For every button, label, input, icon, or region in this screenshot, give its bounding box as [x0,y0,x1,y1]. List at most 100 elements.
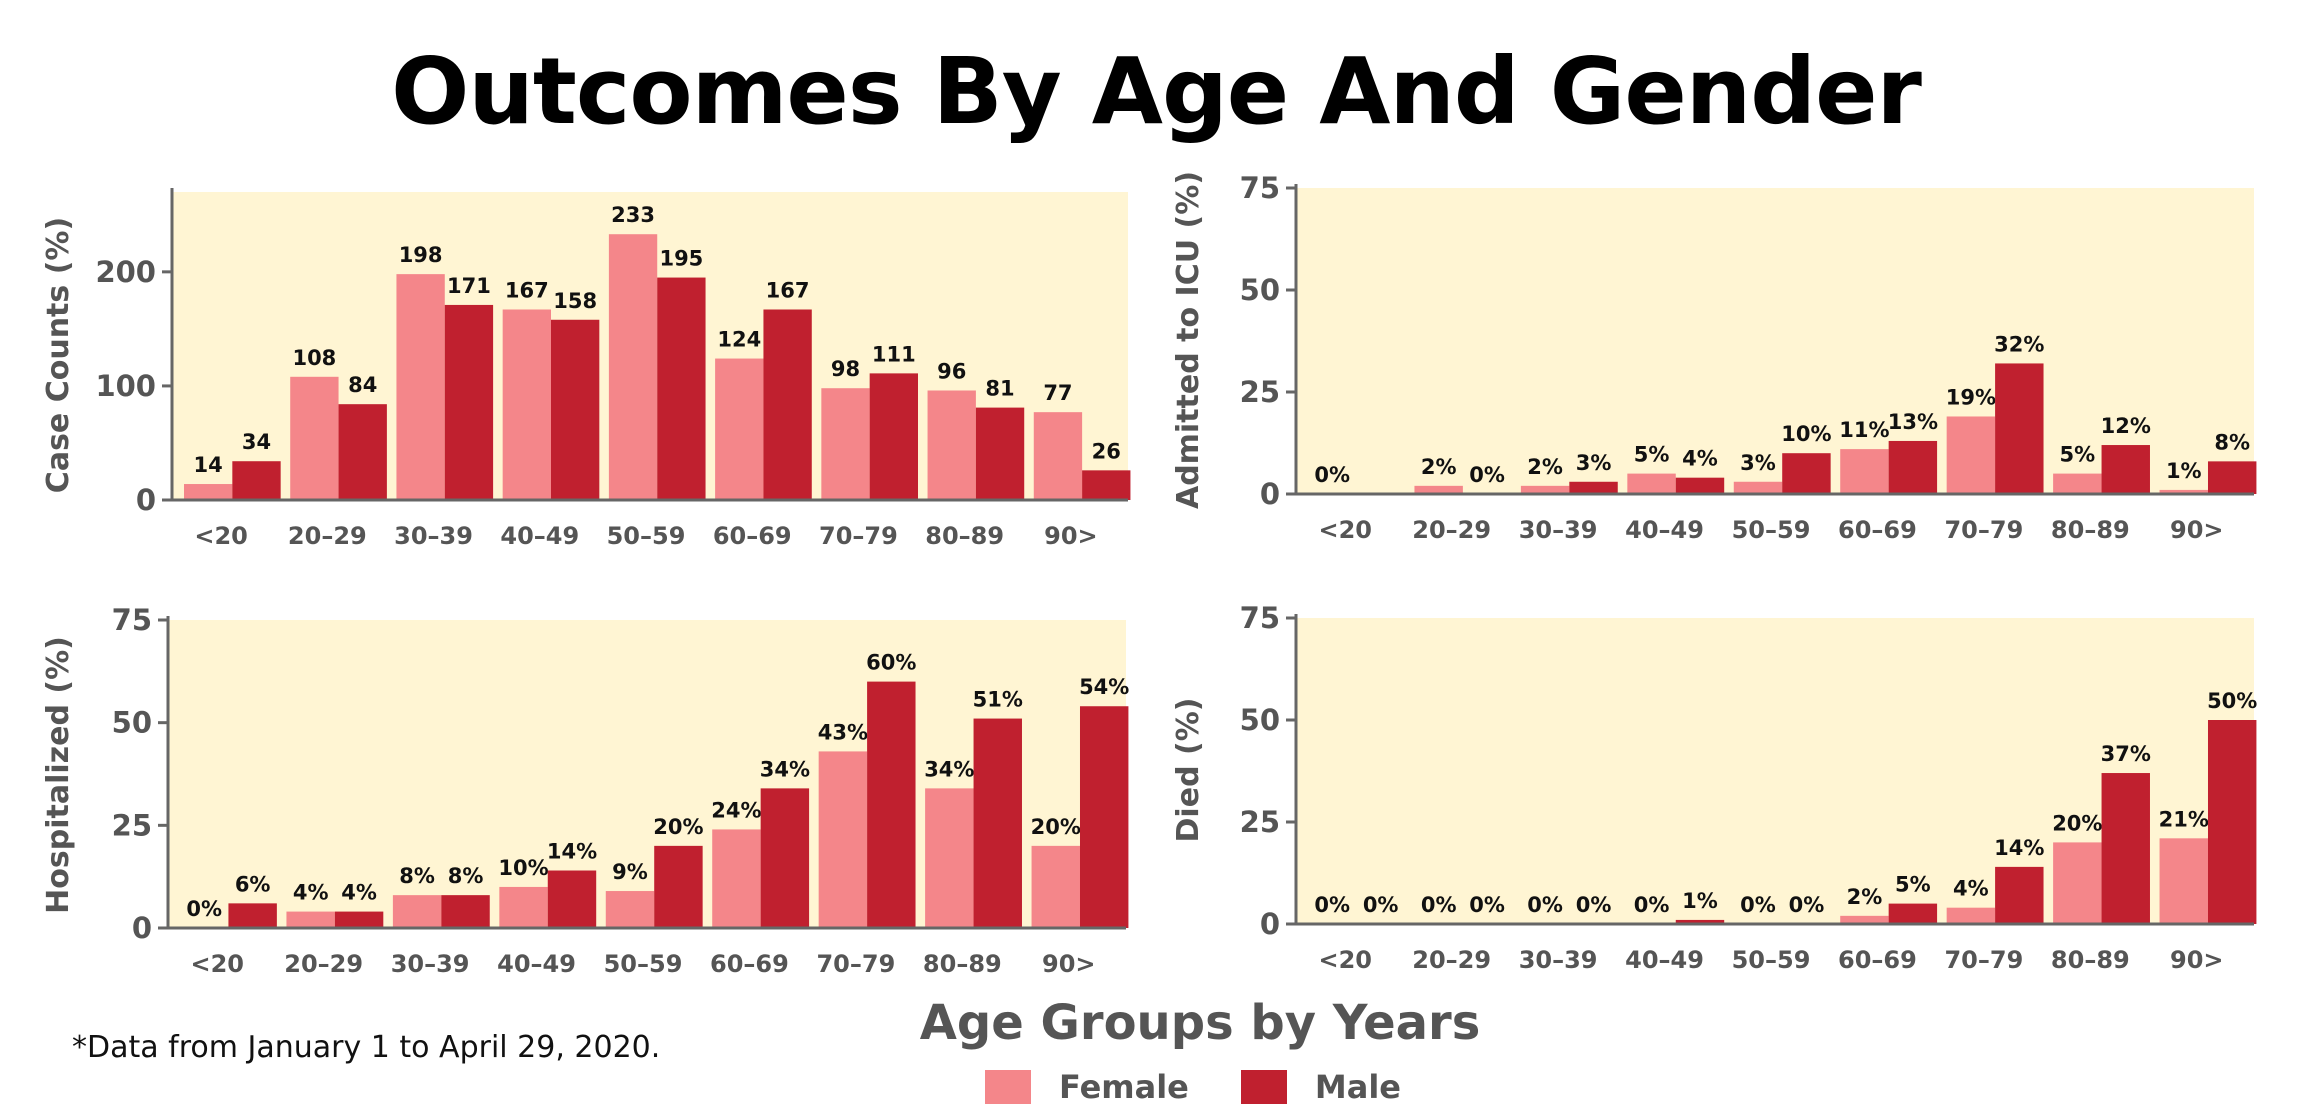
data-label-female-2: 2% [1527,455,1563,479]
bar-male-4 [654,845,703,928]
bar-male-4 [1782,453,1831,494]
bar-male-6 [1995,363,2044,494]
bar-male-7 [2101,773,2150,924]
data-label-male-4: 195 [659,247,703,271]
data-label-male-4: 0% [1789,893,1825,917]
data-label-male-3: 1% [1682,889,1718,913]
data-label-male-6: 14% [1994,836,2044,860]
x-tick-label-8: 90> [1042,950,1096,978]
bar-male-6 [1995,866,2044,924]
data-label-female-1: 108 [292,346,336,370]
x-tick-label-8: 90> [1044,522,1098,550]
bar-female-5 [1840,915,1889,924]
x-tick-label-6: 70–79 [1944,516,2023,544]
page-title: Outcomes By Age And Gender [391,38,1922,145]
data-label-male-3: 4% [1682,447,1718,471]
data-label-female-4: 3% [1740,451,1776,475]
x-tick-label-6: 70–79 [1944,946,2023,974]
bar-female-4 [608,234,658,501]
x-tick-label-0: <20 [1318,516,1372,544]
data-label-male-2: 171 [447,274,491,298]
data-label-female-6: 4% [1953,877,1989,901]
x-tick-label-3: 40–49 [1625,946,1704,974]
y-tick-label-2: 50 [112,706,152,740]
data-label-male-0: 6% [235,872,271,896]
legend-item-male: Male [1240,1068,1401,1106]
bar-male-5 [760,788,810,928]
x-tick-label-7: 80–89 [2051,946,2130,974]
x-tick-label-5: 60–69 [710,950,789,978]
bar-female-3 [499,886,548,928]
data-label-female-2: 0% [1527,893,1563,917]
chart-panel-2: 0%<202% 0%20–292% 3%30–395% 4%40–493%10%50–… [1171,171,2257,544]
bar-female-7 [925,788,974,928]
data-label-female-5: 2% [1847,885,1883,909]
x-tick-label-3: 40–49 [1625,516,1704,544]
data-label-female-0: 0% [186,897,222,921]
bar-female-7 [2053,842,2102,924]
data-label-male-2: 0% [1576,893,1612,917]
legend: Female Male [985,1068,1453,1106]
x-tick-label-2: 30–39 [1519,516,1598,544]
data-label-female-1: 0% [1421,893,1457,917]
bar-female-3 [1627,473,1676,494]
y-tick-label-0: 0 [132,911,152,945]
x-tick-label-6: 70–79 [819,522,898,550]
y-tick-label-0: 0 [1260,477,1280,511]
x-tick-label-1: 20–29 [284,950,363,978]
bar-female-2 [1520,485,1570,494]
bar-female-6 [1946,416,1996,494]
legend-swatch-male [1240,1070,1287,1104]
bar-male-6 [869,373,918,500]
bar-male-4 [657,277,706,500]
bar-male-5 [1888,903,1938,924]
x-tick-label-3: 40–49 [500,522,579,550]
data-label-female-4: 0% [1740,893,1776,917]
bar-female-6 [821,388,870,500]
x-tick-label-7: 80–89 [925,522,1004,550]
data-label-female-1: 4% [293,881,329,905]
data-label-female-6: 43% [818,720,868,744]
bar-female-0 [184,484,233,500]
data-label-male-4: 10% [1781,422,1831,446]
x-tick-label-4: 50–59 [1732,516,1811,544]
data-label-male-1: 4% [341,881,377,905]
bar-male-6 [867,681,916,928]
bar-male-8 [1082,470,1131,500]
data-label-female-3: 5% [1634,443,1670,467]
data-label-male-8: 54% [1079,675,1129,699]
bar-male-7 [973,718,1022,928]
data-label-female-5: 11% [1839,418,1889,442]
data-label-female-4: 9% [612,860,648,884]
x-tick-label-4: 50–59 [1732,946,1811,974]
bar-female-8 [1033,412,1083,500]
bar-female-8 [2159,489,2208,494]
data-label-female-6: 19% [1946,385,1996,409]
bar-female-4 [1733,481,1783,494]
x-tick-label-2: 30–39 [391,950,470,978]
x-tick-label-7: 80–89 [2051,516,2130,544]
data-label-male-7: 37% [2101,742,2151,766]
y-tick-label-0: 0 [136,483,156,517]
bar-male-7 [2101,445,2150,494]
bar-male-3 [550,319,600,500]
data-label-male-4: 20% [653,815,703,839]
bar-female-1 [290,376,339,500]
bar-male-5 [763,309,812,500]
bar-female-1 [1414,485,1463,494]
data-label-male-3: 158 [553,289,597,313]
x-tick-label-0: <20 [194,522,248,550]
x-tick-label-1: 20–29 [288,522,367,550]
bar-male-3 [1675,919,1725,924]
bar-female-6 [1946,907,1996,924]
data-label-female-6: 98 [831,357,860,381]
data-label-female-7: 5% [2059,443,2095,467]
bar-male-0 [232,461,281,500]
bar-male-2 [441,895,490,928]
bar-female-8 [1031,845,1080,928]
data-label-female-0: 0% [1314,893,1350,917]
data-label-male-6: 32% [1994,332,2044,356]
x-tick-label-8: 90> [2170,946,2224,974]
